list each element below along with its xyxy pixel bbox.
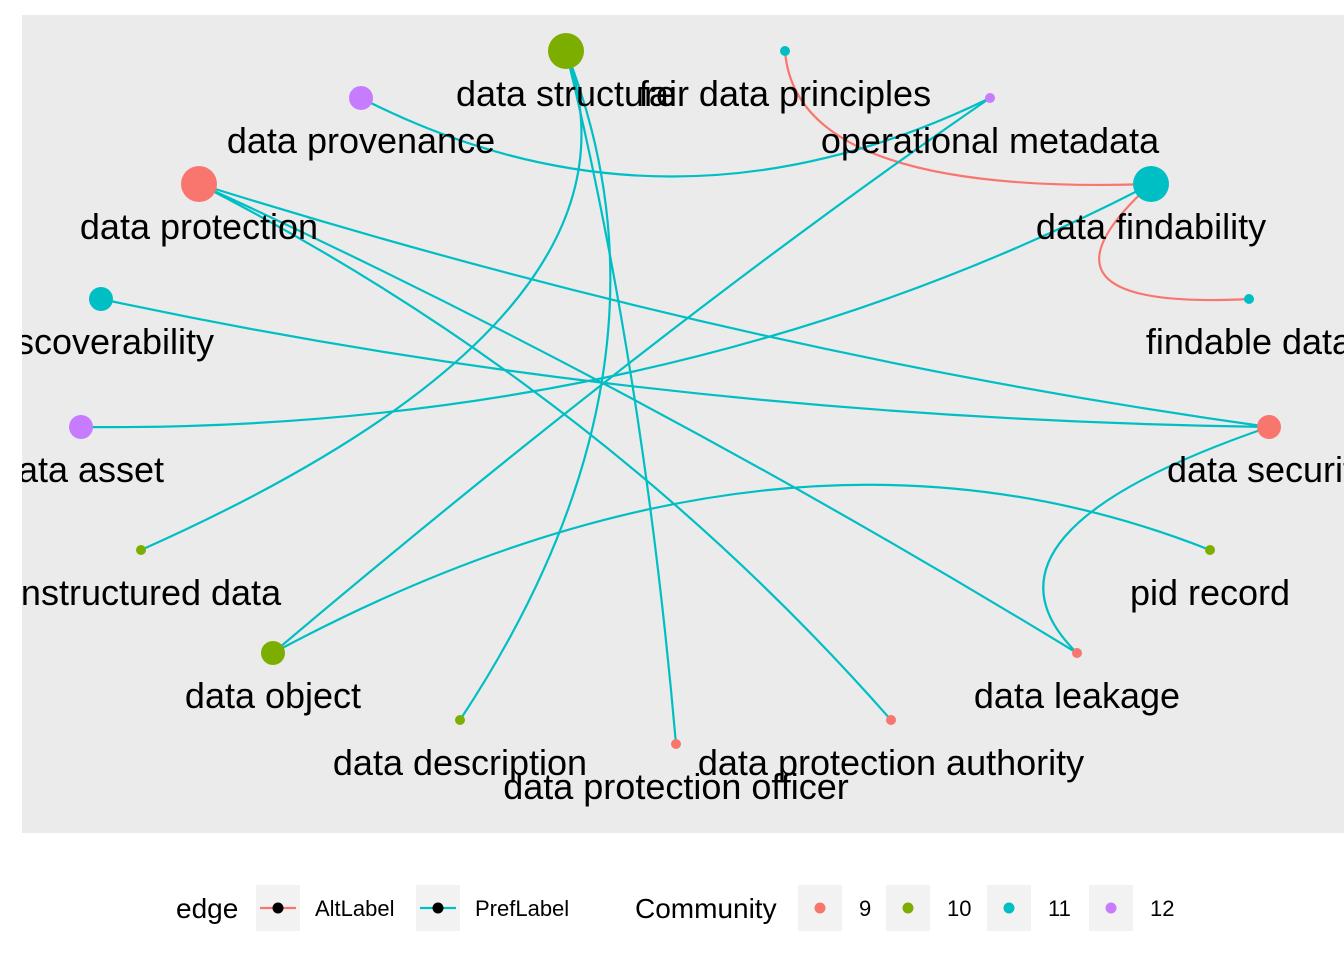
node-data-findability (1133, 166, 1169, 202)
legend-community-label: 9 (859, 896, 871, 921)
node-data-asset (69, 415, 93, 439)
node-label-data-asset: data asset (0, 449, 164, 490)
edge-operational-metadata-to-data-object (271, 96, 992, 655)
legend-community-title: Community (635, 893, 777, 924)
node-label-data-protection-officer: data protection officer (503, 766, 849, 807)
legend-edge-dot (432, 902, 444, 914)
node-label-pid-record: pid record (1130, 572, 1290, 613)
node-label-data-findability: data findability (1036, 206, 1266, 247)
edge-data-findability-to-data-asset (79, 182, 1153, 429)
node-label-operational-metadata: operational metadata (821, 120, 1160, 161)
node-discoverability (89, 287, 113, 311)
edge-data-protection-to-data-security (197, 182, 1271, 429)
node-label-unstructured-data: unstructured data (1, 572, 282, 613)
legend-community-10: 10 (886, 885, 971, 931)
node-label-discoverability: discoverability (0, 321, 214, 362)
node-label-data-description: data description (333, 742, 587, 783)
edge-data-object-to-pid-record (271, 483, 1212, 655)
legend-community-dot (902, 902, 914, 914)
node-data-description (455, 715, 465, 725)
legend-community-label: 11 (1048, 896, 1071, 921)
legend-community-label: 12 (1150, 896, 1174, 921)
legend-edge-title: edge (176, 893, 238, 924)
edge-data-protection-to-data-protection-authority (197, 182, 893, 722)
node-label-fair-data-principles: fair data principles (639, 73, 931, 114)
node-data-protection-authority (886, 715, 896, 725)
edge-data-structure-to-data-protection-officer (564, 49, 678, 746)
edge-data-provenance-to-operational-metadata (359, 96, 992, 178)
node-data-security (1257, 415, 1281, 439)
node-data-provenance (349, 86, 373, 110)
node-unstructured-data (136, 545, 146, 555)
node-findable-data (1244, 294, 1254, 304)
legend-community-dot (1003, 902, 1015, 914)
node-data-leakage (1072, 648, 1082, 658)
legend-community-items: 9 10 11 12 (798, 885, 1174, 931)
node-data-structure (548, 33, 584, 69)
node-label-data-provenance: data provenance (227, 120, 495, 161)
legend-edge-label: PrefLabel (475, 896, 569, 921)
node-data-object (261, 641, 285, 665)
node-data-protection-officer (671, 739, 681, 749)
edges-layer (79, 49, 1271, 746)
node-label-data-leakage: data leakage (974, 675, 1180, 716)
legend-community-dot (814, 902, 826, 914)
node-label-data-structure: data structure (456, 73, 676, 114)
nodes-layer (69, 33, 1281, 749)
legend-community-9: 9 (798, 885, 871, 931)
legend-community-12: 12 (1089, 885, 1174, 931)
legend-edge-altlabel: AltLabel (256, 885, 395, 931)
legend-community-label: 10 (947, 896, 971, 921)
legend-edge-preflabel: PrefLabel (416, 885, 569, 931)
legend-edge-label: AltLabel (315, 896, 395, 921)
edge-data-security-to-data-leakage (1042, 425, 1271, 655)
legend-edge-dot (272, 902, 284, 914)
node-operational-metadata (985, 93, 995, 103)
node-label-findable-data: findable data (1146, 321, 1344, 362)
edge-data-structure-to-unstructured-data (139, 49, 583, 552)
legend: edge AltLabel PrefLabel Community 9 10 11 12 (176, 885, 1174, 931)
node-fair-data-principles (780, 46, 790, 56)
node-label-data-protection-authority: data protection authority (698, 742, 1084, 783)
node-pid-record (1205, 545, 1215, 555)
node-label-data-protection: data protection (80, 206, 318, 247)
node-label-data-security: data security (1167, 449, 1344, 490)
edge-discoverability-to-data-security (99, 297, 1271, 429)
edge-data-findability-to-findable-data (1098, 182, 1251, 302)
edge-fair-data-principles-to-data-findability (783, 49, 1153, 186)
legend-community-11: 11 (987, 885, 1071, 931)
legend-edge-items: AltLabel PrefLabel (256, 885, 569, 931)
edge-data-protection-to-data-leakage (197, 182, 1079, 655)
node-label-data-object: data object (185, 675, 361, 716)
node-data-protection (181, 166, 217, 202)
legend-community-dot (1105, 902, 1117, 914)
